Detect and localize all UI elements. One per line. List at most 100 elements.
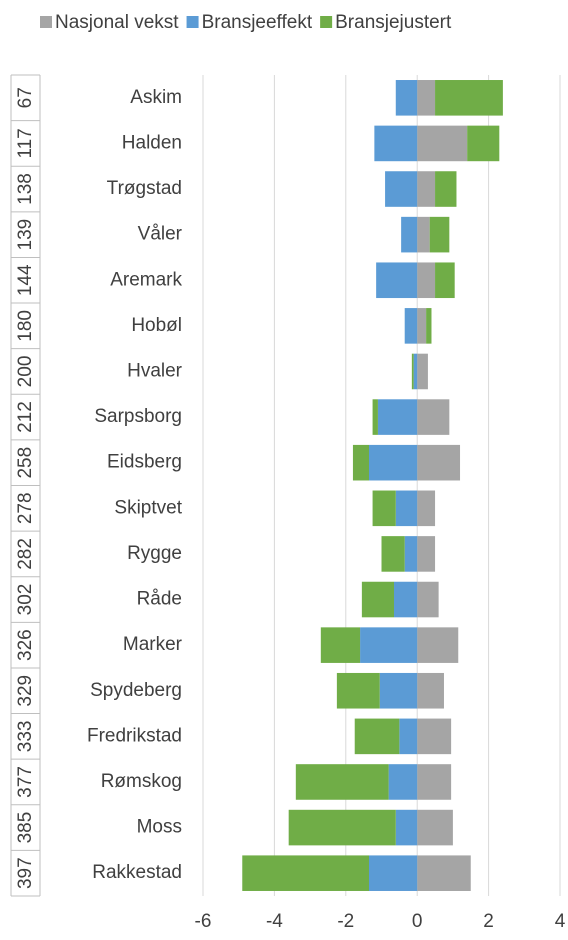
rank-label: 212 [15, 401, 36, 433]
rank-label: 144 [15, 264, 36, 296]
category-label: Marker [123, 634, 183, 655]
bar [429, 216, 450, 253]
bar [413, 353, 418, 390]
bar [404, 308, 418, 344]
category-label: Sarpsborg [94, 406, 182, 427]
rank-label: 326 [15, 629, 36, 661]
rank-label: 397 [15, 857, 36, 889]
legend-swatch [186, 16, 199, 28]
x-tick-label: -4 [266, 911, 283, 932]
rank-label: 329 [15, 675, 36, 707]
x-tick-label: 4 [555, 911, 566, 932]
category-label: Rygge [127, 543, 182, 564]
category-label: Rakkestad [92, 862, 182, 883]
x-tick-label: -6 [195, 911, 212, 932]
category-label: Halden [122, 132, 182, 153]
bar [411, 353, 414, 390]
bar [336, 672, 380, 709]
rank-label: 138 [15, 173, 36, 205]
x-tick-label: -2 [337, 911, 354, 932]
category-label: Fredrikstad [87, 725, 182, 746]
bar [360, 627, 418, 663]
category-label: Skiptvet [114, 497, 182, 518]
bar [404, 536, 418, 572]
bar [426, 308, 432, 344]
bar [435, 262, 455, 299]
rank-label: 180 [15, 310, 36, 342]
category-label: Trøgstad [107, 178, 182, 199]
bar [381, 536, 405, 572]
bar [369, 444, 418, 481]
rank-label: 377 [15, 766, 36, 798]
category-label: Hvaler [127, 360, 183, 381]
category-label: Aremark [110, 269, 182, 290]
bar [399, 718, 418, 755]
bar [288, 809, 396, 846]
category-label: Hobøl [131, 315, 182, 336]
rank-label: 333 [15, 721, 36, 753]
bar [393, 581, 418, 618]
rank-label: 282 [15, 538, 36, 570]
bar [379, 672, 418, 709]
category-label: Eidsberg [107, 452, 182, 473]
category-label: Råde [137, 589, 182, 610]
bar [352, 444, 370, 481]
bar [417, 718, 452, 755]
bar [417, 855, 471, 891]
bar [372, 399, 378, 435]
bar [417, 490, 436, 527]
bar [417, 809, 453, 846]
bar [435, 80, 503, 116]
bar [435, 171, 457, 207]
legend-label: Nasjonal vekst [55, 12, 179, 33]
bar [467, 125, 500, 162]
rank-label: 117 [15, 128, 36, 158]
bar [385, 171, 418, 207]
rank-label: 302 [15, 584, 36, 616]
bar [417, 353, 428, 390]
rank-label: 139 [15, 219, 36, 251]
category-label: Rømskog [101, 771, 182, 792]
category-label: Våler [138, 224, 183, 245]
bar [395, 490, 418, 527]
x-tick-label: 0 [412, 911, 423, 932]
bar [417, 171, 436, 207]
category-label: Moss [137, 817, 182, 838]
legend-swatch [40, 16, 52, 28]
bar [417, 80, 436, 116]
bar [417, 764, 452, 800]
bar [417, 399, 450, 435]
bar [376, 262, 418, 299]
bar [361, 581, 394, 618]
bar [395, 809, 418, 846]
x-tick-label: 2 [483, 911, 494, 932]
rank-label: 67 [15, 87, 36, 108]
bar [417, 216, 430, 253]
bar [417, 536, 436, 572]
rank-label: 278 [15, 492, 36, 524]
rank-label: 200 [15, 356, 36, 388]
legend-label: Bransjejustert [335, 12, 452, 33]
bar [417, 627, 459, 663]
bar [395, 80, 418, 116]
bar [377, 399, 418, 435]
category-label: Askim [130, 87, 182, 108]
rank-label: 385 [15, 812, 36, 844]
bar [372, 490, 396, 527]
bar [388, 764, 418, 800]
bar [417, 308, 427, 344]
bar [417, 125, 468, 162]
legend-label: Bransjeeffekt [202, 12, 313, 33]
bar [417, 262, 436, 299]
bar [417, 581, 439, 618]
category-label: Spydeberg [90, 680, 182, 701]
rank-label: 258 [15, 447, 36, 479]
bar [354, 718, 400, 755]
bar [369, 855, 418, 891]
legend-swatch [320, 16, 333, 28]
bar [374, 125, 418, 162]
bar [295, 764, 389, 800]
bar [417, 444, 461, 481]
bar [417, 672, 444, 709]
